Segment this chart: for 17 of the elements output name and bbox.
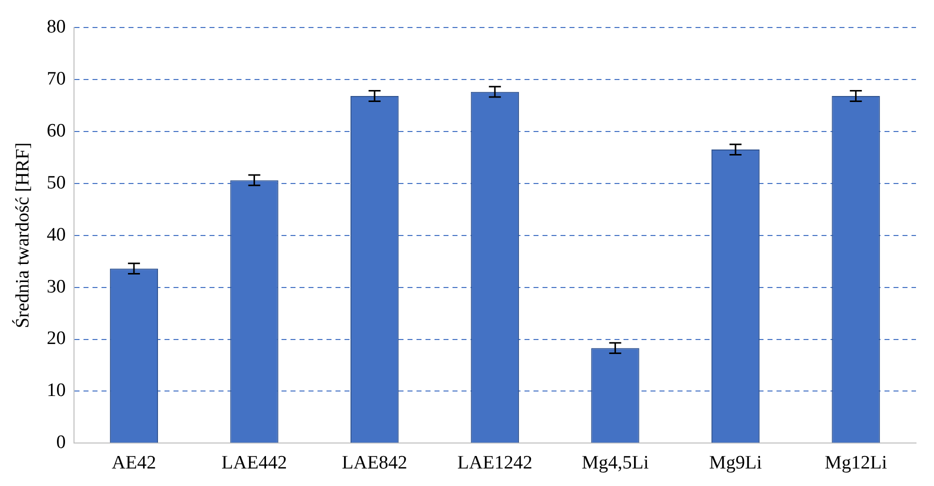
y-tick-label: 40 bbox=[46, 224, 66, 246]
x-tick-label: LAE842 bbox=[342, 452, 408, 474]
y-tick-label: 50 bbox=[46, 172, 66, 194]
x-tick-label: AE42 bbox=[112, 452, 156, 474]
y-tick-label: 80 bbox=[46, 16, 66, 38]
y-tick-label: 30 bbox=[46, 276, 66, 298]
x-tick-label: LAE442 bbox=[222, 452, 287, 474]
y-tick-label: 60 bbox=[46, 120, 66, 142]
y-tick-label: 10 bbox=[46, 380, 66, 402]
x-tick-label: LAE1242 bbox=[457, 452, 532, 474]
x-tick-label: Mg9Li bbox=[709, 452, 762, 474]
y-tick-label: 20 bbox=[46, 328, 66, 350]
x-tick-label: Mg4,5Li bbox=[582, 452, 649, 474]
y-tick-label: 70 bbox=[46, 68, 66, 90]
y-axis-title: Średnia twardość [HRF] bbox=[11, 142, 34, 328]
x-tick-label: Mg12Li bbox=[824, 452, 887, 474]
y-tick-label: 0 bbox=[56, 432, 66, 454]
